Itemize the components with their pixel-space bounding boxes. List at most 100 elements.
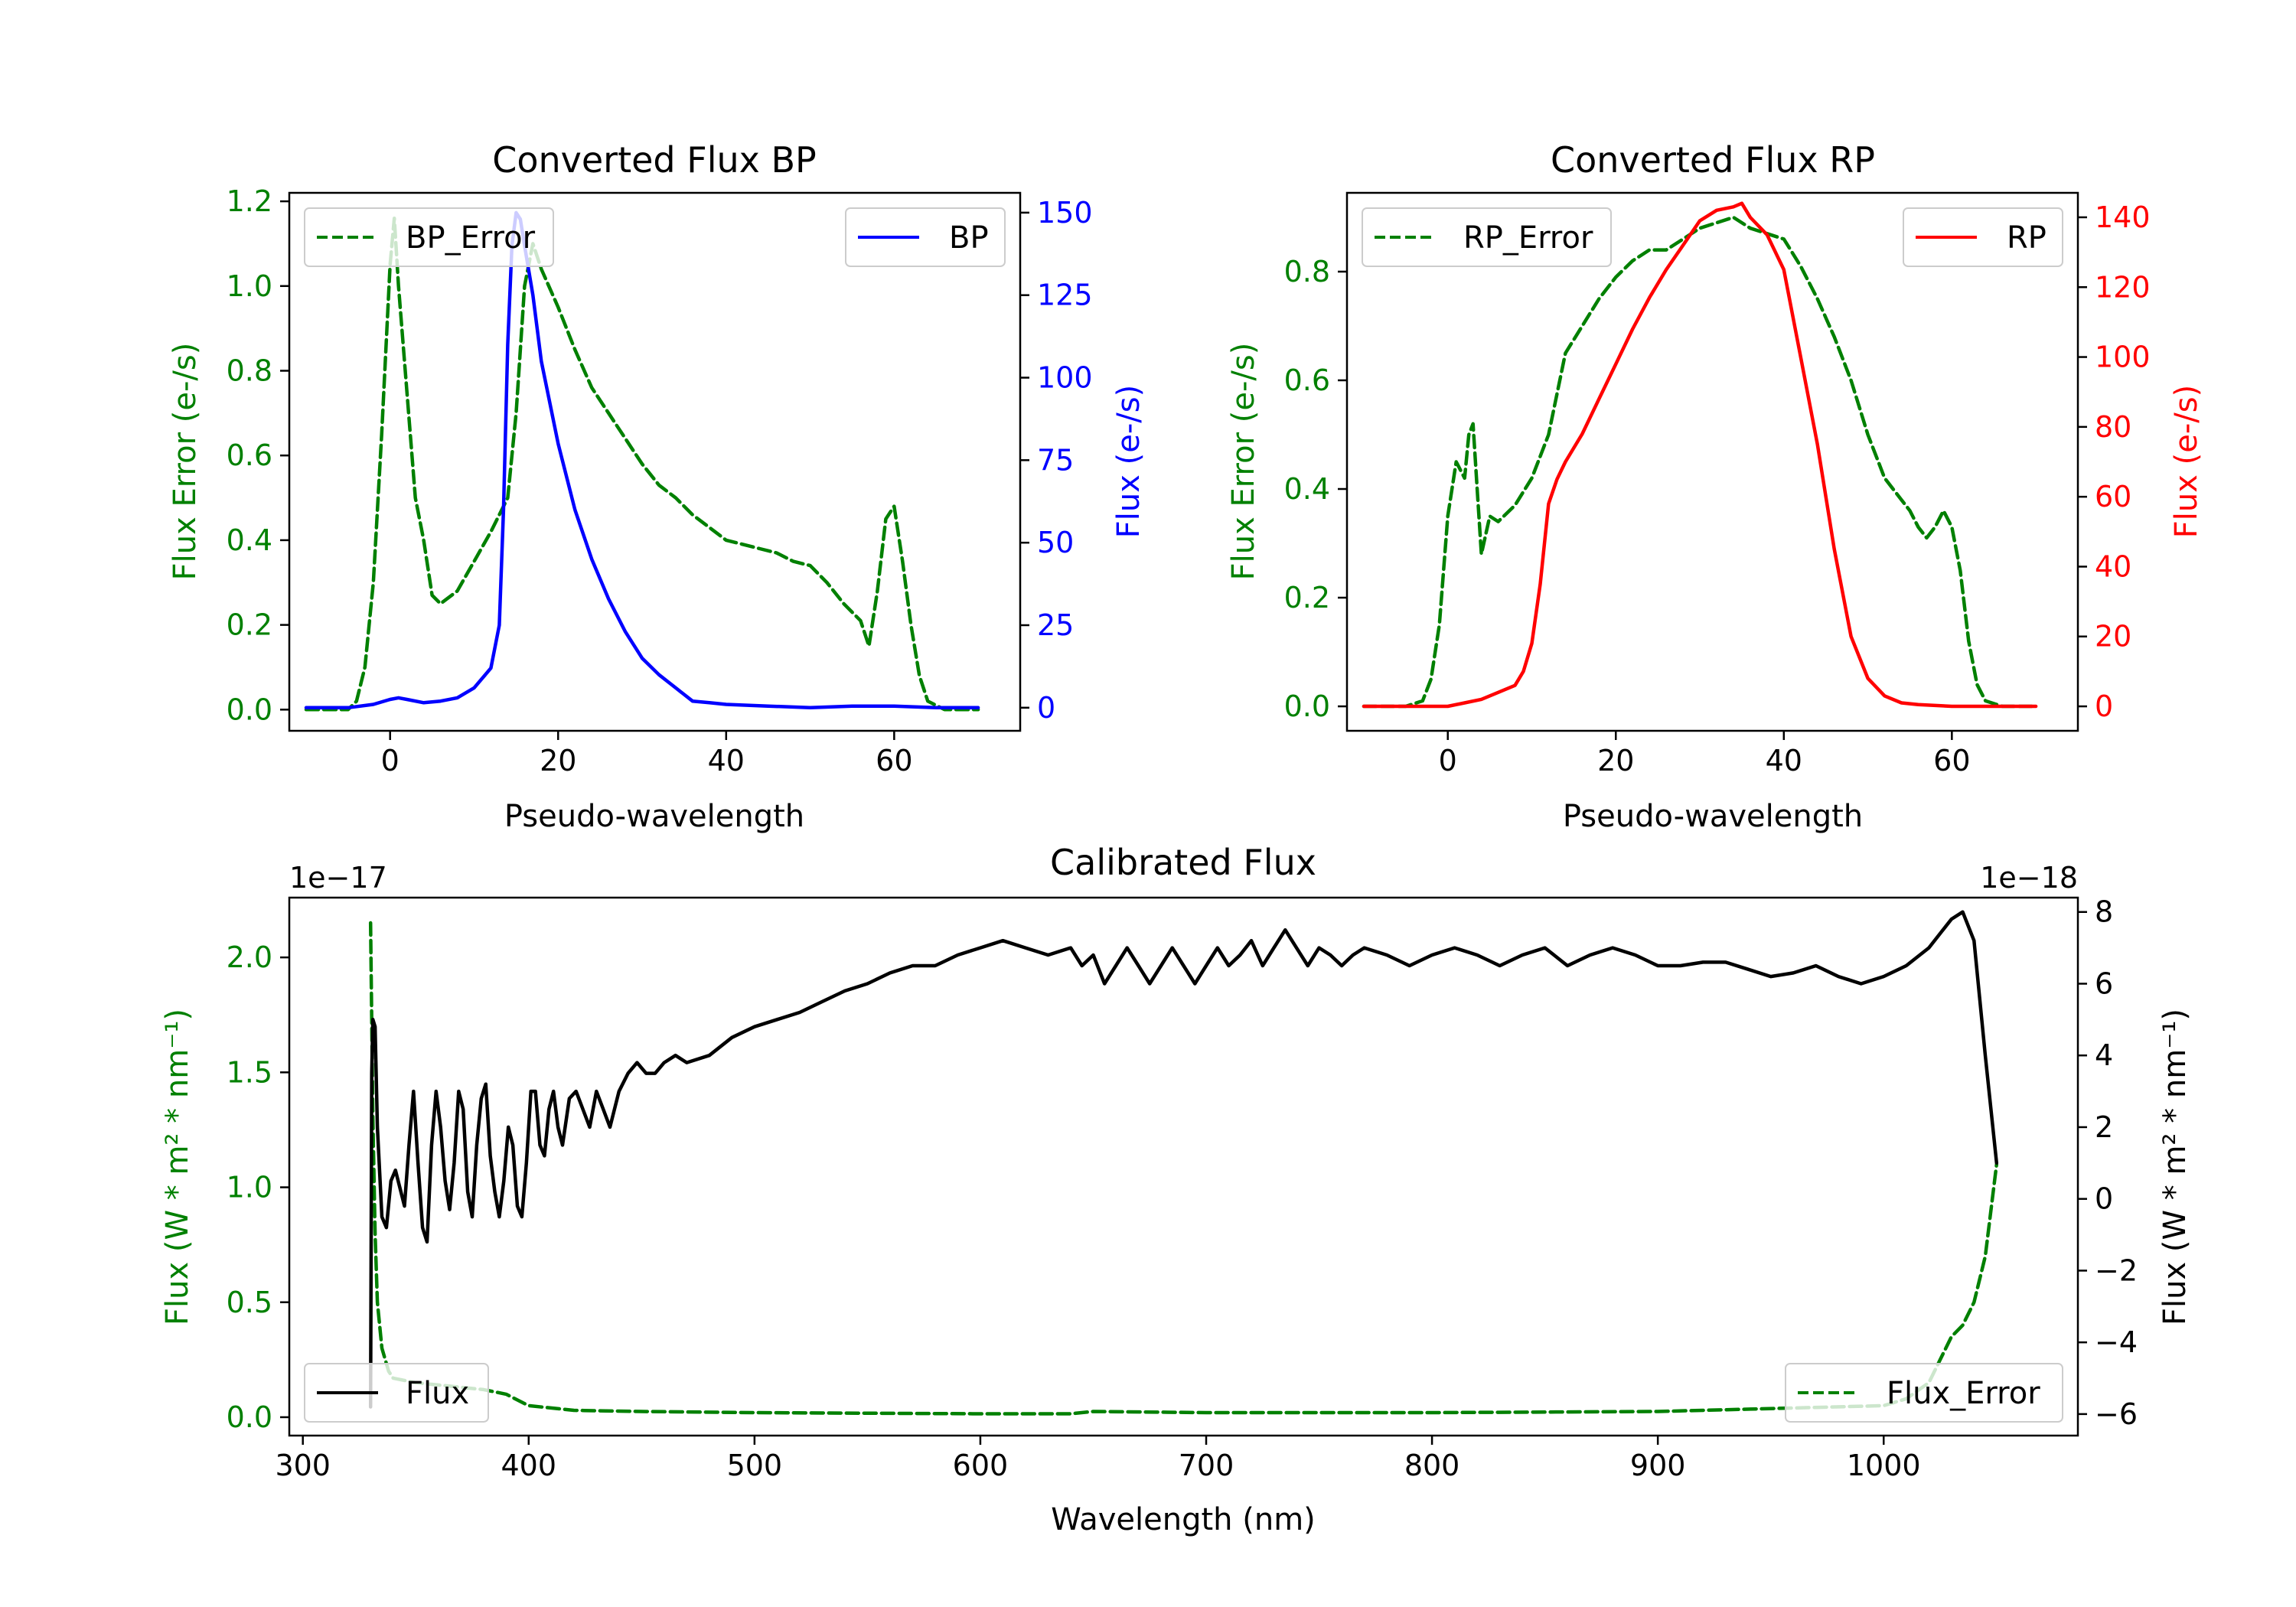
chart-bp: Converted Flux BP 0 20 40 60 0.0 0.2 0.4 0.6 0.8… [168, 139, 1146, 834]
legend-frame [1785, 1363, 2063, 1423]
y-left-tick-label: 2.0 [227, 940, 272, 974]
chart-bp-title: Converted Flux BP [492, 139, 817, 181]
y-right-tick-label: 120 [2095, 270, 2151, 304]
y-right-tick-label: 4 [2095, 1038, 2113, 1072]
chart-calibrated-ylabel-right: Flux (W * m² * nm⁻¹) [2157, 1009, 2193, 1325]
x-tick-label: 20 [1597, 744, 1634, 777]
legend-label-flux-error: Flux_Error [1887, 1376, 2040, 1411]
chart-calibrated-ylabel-left: Flux (W * m² * nm⁻¹) [160, 1009, 195, 1325]
chart-rp-xlabel: Pseudo-wavelength [1563, 799, 1863, 834]
x-tick-label: 500 [727, 1449, 783, 1482]
chart-rp-title: Converted Flux RP [1551, 139, 1875, 181]
chart-bp-xlabel: Pseudo-wavelength [504, 799, 804, 834]
chart-bp-ylabel-left: Flux Error (e-/s) [168, 343, 203, 581]
chart-rp-ylabel-right: Flux (e-/s) [2169, 385, 2204, 538]
y-left-tick-label: 0.0 [227, 1400, 272, 1434]
x-tick-label: 700 [1179, 1449, 1234, 1482]
y-left-tick-label: 0.0 [1284, 689, 1330, 723]
chart-calibrated-title: Calibrated Flux [1050, 842, 1316, 883]
y-left-tick-label: 1.0 [227, 1171, 272, 1204]
chart-bp-ylabel-right: Flux (e-/s) [1111, 385, 1146, 538]
y-right-tick-label: 125 [1037, 279, 1093, 312]
chart-calibrated: Calibrated Flux 1e−17 1e−18 300 400 500 600… [160, 842, 2193, 1537]
legend-frame [304, 207, 554, 267]
y-left-tick-label: 0.8 [227, 354, 272, 387]
chart-calibrated-frame [288, 896, 2079, 1437]
series-line-flux [368, 910, 1999, 1409]
chart-bp-legend-flux: BP [845, 207, 1006, 267]
chart-rp-ylabel-left: Flux Error (e-/s) [1226, 343, 1261, 581]
y-right-tick-label: 2 [2095, 1110, 2113, 1144]
y-right-tick-label: 100 [2095, 341, 2151, 374]
legend-label-rp: RP [2007, 220, 2047, 256]
x-tick-label: 900 [1630, 1449, 1686, 1482]
chart-rp-frame [1345, 191, 2079, 732]
y-right-tick-label: −4 [2095, 1325, 2138, 1359]
chart-calibrated-ticks: 300 400 500 600 700 800 900 1000 0.0 0.5 1.0 1.5 2.0… [227, 895, 2138, 1482]
y-left-tick-label: 1.5 [227, 1055, 272, 1089]
legend-frame [304, 1363, 489, 1423]
chart-calibrated-legend-error: Flux_Error [1785, 1363, 2063, 1423]
chart-bp-frame [288, 191, 1022, 732]
chart-calibrated-offset-left: 1e−17 [289, 861, 387, 895]
legend-frame [845, 207, 1006, 267]
x-tick-label: 600 [953, 1449, 1009, 1482]
y-right-tick-label: 40 [2095, 549, 2131, 583]
y-right-tick-label: 20 [2095, 620, 2131, 654]
series-line-bp [304, 210, 980, 710]
legend-frame [1903, 207, 2063, 267]
x-tick-label: 1000 [1847, 1449, 1921, 1482]
y-left-tick-label: 0.0 [227, 693, 272, 726]
y-left-tick-label: 1.2 [227, 184, 272, 218]
x-tick-label: 400 [501, 1449, 557, 1482]
chart-bp-legend-error: BP_Error [304, 207, 554, 267]
chart-rp: Converted Flux RP 0 20 40 60 0.0 0.2 0.4 0.6 0.8… [1226, 139, 2204, 834]
legend-frame [1362, 207, 1612, 267]
chart-rp-legend-error: RP_Error [1362, 207, 1612, 267]
legend-label-flux: Flux [406, 1376, 469, 1411]
chart-rp-series-layer [1362, 201, 2038, 709]
y-right-tick-label: 0 [2095, 1182, 2113, 1216]
x-tick-label: 40 [1766, 744, 1802, 777]
y-right-tick-label: 75 [1037, 443, 1074, 477]
series-line-rp [1362, 201, 2038, 709]
x-tick-label: 0 [381, 744, 400, 777]
chart-rp-legend-flux: RP [1903, 207, 2063, 267]
legend-label-bp-error: BP_Error [406, 220, 536, 256]
x-tick-label: 800 [1404, 1449, 1460, 1482]
y-right-tick-label: −2 [2095, 1253, 2138, 1287]
y-right-tick-label: 140 [2095, 200, 2151, 234]
y-right-tick-label: −6 [2095, 1397, 2138, 1431]
chart-bp-series-layer [304, 210, 980, 712]
y-left-tick-label: 0.6 [227, 438, 272, 472]
chart-calibrated-legend-flux: Flux [304, 1363, 489, 1423]
y-right-tick-label: 60 [2095, 480, 2131, 513]
y-right-tick-label: 25 [1037, 608, 1074, 642]
y-right-tick-label: 150 [1037, 196, 1093, 230]
x-tick-label: 60 [1933, 744, 1970, 777]
x-tick-label: 0 [1439, 744, 1457, 777]
y-right-tick-label: 0 [2095, 689, 2113, 723]
y-left-tick-label: 0.2 [1284, 581, 1330, 614]
chart-calibrated-xlabel: Wavelength (nm) [1051, 1502, 1316, 1537]
y-right-tick-label: 50 [1037, 526, 1074, 559]
y-right-tick-label: 6 [2095, 966, 2113, 1000]
chart-calibrated-offset-right: 1e−18 [1980, 861, 2078, 895]
x-tick-label: 60 [876, 744, 912, 777]
y-left-tick-label: 0.4 [227, 523, 272, 557]
series-line-bp-error [304, 216, 980, 712]
legend-label-rp-error: RP_Error [1463, 220, 1593, 256]
legend-label-bp: BP [949, 220, 989, 256]
x-tick-label: 20 [540, 744, 576, 777]
x-tick-label: 40 [708, 744, 745, 777]
chart-bp-ticks: 0 20 40 60 0.0 0.2 0.4 0.6 0.8 1.0 1.2 0 25 50 75 100 12… [227, 184, 1093, 777]
y-right-tick-label: 100 [1037, 361, 1093, 395]
y-left-tick-label: 0.8 [1284, 255, 1330, 288]
y-left-tick-label: 0.4 [1284, 472, 1330, 506]
y-right-tick-label: 80 [2095, 410, 2131, 444]
chart-rp-ticks: 0 20 40 60 0.0 0.2 0.4 0.6 0.8 0 20 40 60 80 100 120 140 [1284, 200, 2151, 777]
y-left-tick-label: 0.5 [227, 1286, 272, 1319]
y-left-tick-label: 0.2 [227, 608, 272, 642]
y-right-tick-label: 0 [1037, 691, 1055, 725]
